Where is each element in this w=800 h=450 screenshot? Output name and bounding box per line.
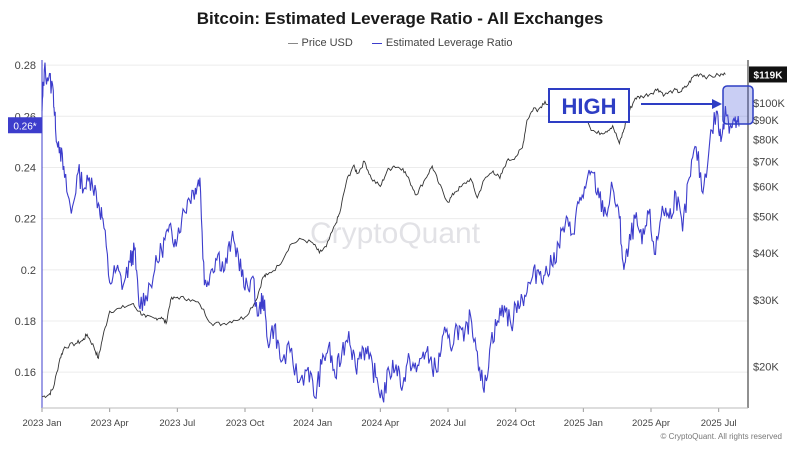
x-tick-label: 2023 Oct	[226, 418, 265, 429]
x-tick-label: 2023 Jan	[22, 418, 61, 429]
y-tick-label-right: $70K	[753, 156, 779, 168]
x-tick-label: 2025 Jan	[564, 418, 603, 429]
price-line	[41, 72, 726, 399]
chart-title: Bitcoin: Estimated Leverage Ratio - All …	[196, 9, 604, 28]
legend-swatch-price	[287, 42, 298, 44]
annotation-arrowhead	[712, 99, 722, 109]
current-price-label: $119K	[754, 70, 784, 81]
current-leverage-label: 0.26*	[13, 121, 36, 132]
annotation-label: HIGH	[562, 94, 617, 119]
annotation-box	[548, 88, 630, 123]
y-tick-label-left: 0.24	[15, 162, 36, 174]
legend-item-price[interactable]: Price USD	[287, 37, 353, 49]
leverage-line	[41, 62, 740, 403]
legend-label-leverage: Estimated Leverage Ratio	[385, 37, 513, 49]
legend-item-leverage[interactable]: Estimated Leverage Ratio	[371, 37, 513, 49]
x-tick-label: 2025 Apr	[632, 418, 670, 429]
y-tick-label-left: 0.16	[15, 367, 36, 379]
y-tick-label-left: 0.2	[21, 265, 36, 277]
y-tick-label-right: $60K	[753, 182, 779, 194]
y-tick-label-left: 0.18	[15, 316, 36, 328]
y-tick-label-right: $20K	[753, 361, 779, 373]
y-tick-label-left: 0.22	[15, 214, 36, 226]
x-tick-label: 2024 Oct	[496, 418, 535, 429]
copyright-notice: © CryptoQuant. All rights reserved	[660, 432, 783, 441]
watermark: CryptoQuant	[310, 217, 481, 250]
legend-swatch-leverage	[371, 42, 382, 44]
x-tick-label: 2024 Jan	[293, 418, 332, 429]
x-tick-label: 2023 Apr	[91, 418, 129, 429]
y-tick-label-right: $50K	[753, 211, 779, 223]
y-tick-label-right: $40K	[753, 248, 779, 260]
legend: Price USD Estimated Leverage Ratio	[0, 37, 800, 49]
y-tick-label-right: $80K	[753, 134, 779, 146]
legend-label-price: Price USD	[301, 37, 353, 49]
x-tick-label: 2023 Jul	[159, 418, 195, 429]
y-tick-label-right: $30K	[753, 295, 779, 307]
current-price-tag	[749, 66, 787, 83]
x-tick-label: 2025 Jul	[701, 418, 737, 429]
x-tick-label: 2024 Apr	[361, 418, 399, 429]
x-tick-label: 2024 Jul	[430, 418, 466, 429]
y-tick-label-right: $90K	[753, 115, 779, 127]
y-tick-label-right: $100K	[753, 98, 785, 110]
current-leverage-tag	[8, 117, 42, 134]
y-tick-label-left: 0.28	[15, 60, 36, 72]
annotation-highlight	[722, 85, 754, 125]
